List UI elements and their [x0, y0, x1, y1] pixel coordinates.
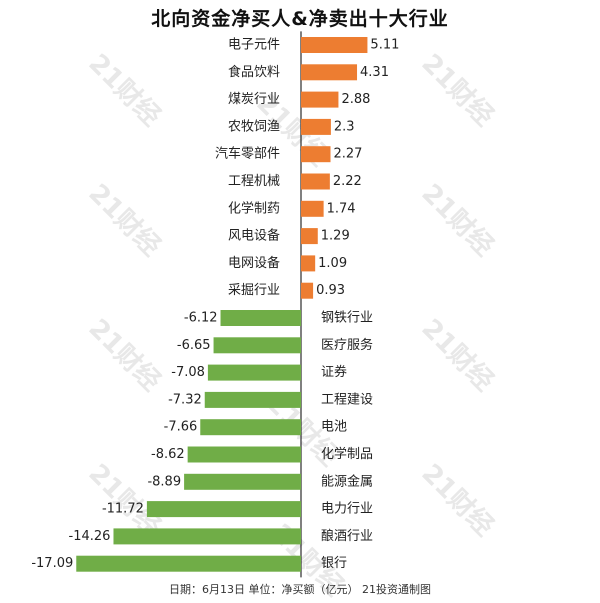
category-label-6: 工程机械 — [228, 174, 280, 189]
category-label-2: 食品饮料 — [228, 64, 280, 80]
value-label-10: 0.93 — [316, 283, 345, 298]
category-label-5: 汽车零部件 — [215, 146, 280, 162]
bar-20 — [76, 555, 301, 572]
bar-12 — [213, 337, 301, 354]
bar-4 — [301, 118, 331, 135]
bar-6 — [301, 173, 330, 190]
value-label-4: 2.3 — [334, 119, 355, 134]
category-label-19: 酿酒行业 — [321, 528, 373, 544]
value-label-14: -7.32 — [168, 392, 202, 407]
category-label-17: 能源金属 — [321, 473, 373, 489]
category-label-14: 工程建设 — [321, 392, 373, 407]
value-label-19: -14.26 — [69, 529, 111, 544]
bar-1 — [301, 37, 368, 53]
bar-15 — [200, 419, 301, 436]
value-label-18: -11.72 — [102, 502, 144, 517]
value-label-15: -7.66 — [164, 420, 198, 435]
category-label-8: 风电设备 — [228, 228, 280, 244]
bar-14 — [204, 391, 301, 408]
value-label-13: -7.08 — [171, 365, 205, 380]
category-label-10: 采掘行业 — [228, 283, 280, 298]
category-label-7: 化学制药 — [228, 200, 280, 216]
category-label-13: 证券 — [321, 364, 347, 380]
category-label-15: 电池 — [321, 420, 347, 435]
bar-3 — [301, 91, 339, 108]
value-label-2: 4.31 — [360, 65, 389, 80]
category-label-16: 化学制品 — [321, 446, 373, 462]
chart-title: 北向资金净买人&净卖出十大行业 — [151, 8, 449, 30]
value-label-20: -17.09 — [31, 556, 73, 571]
bar-16 — [187, 446, 301, 463]
category-label-9: 电网设备 — [228, 255, 280, 271]
bar-19 — [113, 528, 301, 545]
value-label-6: 2.22 — [333, 174, 362, 189]
bar-9 — [301, 255, 316, 272]
bar-10 — [301, 282, 314, 299]
bar-11 — [220, 310, 301, 326]
value-label-5: 2.27 — [334, 147, 363, 162]
category-label-3: 煤炭行业 — [228, 92, 280, 107]
bar-5 — [301, 146, 331, 163]
category-label-12: 医疗服务 — [321, 337, 373, 353]
bar-2 — [301, 64, 358, 81]
bar-18 — [146, 501, 301, 518]
category-label-1: 电子元件 — [228, 38, 280, 53]
value-label-16: -8.62 — [151, 447, 185, 462]
value-label-1: 5.11 — [370, 38, 399, 53]
value-label-11: -6.12 — [184, 311, 218, 326]
category-label-4: 农牧饲渔 — [228, 119, 280, 134]
value-label-9: 1.09 — [318, 256, 347, 271]
value-label-17: -8.89 — [147, 474, 181, 489]
bar-17 — [184, 473, 301, 490]
bar-7 — [301, 200, 324, 217]
value-label-3: 2.88 — [341, 92, 370, 107]
bar-13 — [207, 364, 301, 381]
value-label-7: 1.74 — [327, 201, 356, 216]
value-label-8: 1.29 — [321, 229, 350, 244]
category-label-18: 电力行业 — [321, 502, 373, 517]
category-label-11: 钢铁行业 — [321, 311, 373, 326]
footer-note: 日期：6月13日 单位：净买额（亿元） 21投资通制图 — [169, 583, 431, 596]
bar-8 — [301, 228, 318, 245]
category-label-20: 银行 — [321, 556, 347, 571]
value-label-12: -6.65 — [177, 338, 211, 353]
